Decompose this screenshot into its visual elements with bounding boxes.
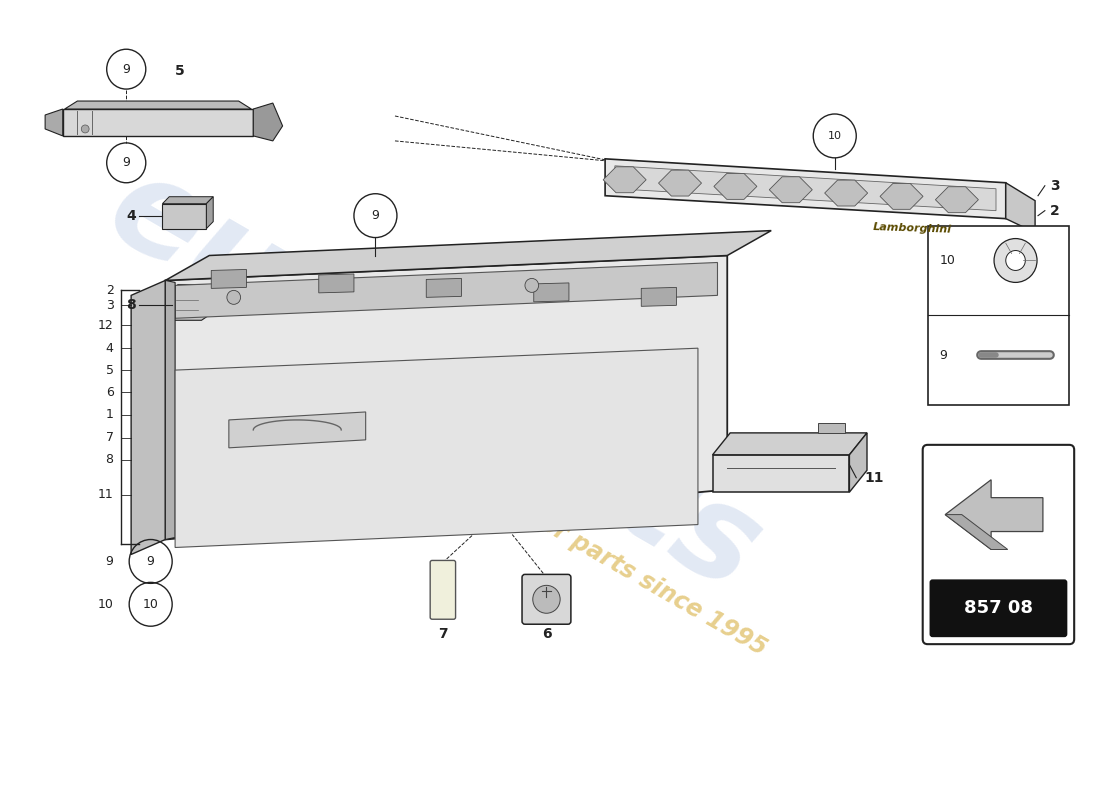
Text: 9: 9 xyxy=(939,349,947,362)
Polygon shape xyxy=(641,287,676,306)
Polygon shape xyxy=(131,281,165,554)
Polygon shape xyxy=(163,204,207,229)
Text: 9: 9 xyxy=(372,209,379,222)
Polygon shape xyxy=(713,455,849,492)
FancyBboxPatch shape xyxy=(927,226,1069,405)
Polygon shape xyxy=(935,186,978,213)
Polygon shape xyxy=(1005,182,1035,233)
Text: 3: 3 xyxy=(1049,178,1059,193)
Polygon shape xyxy=(211,270,246,288)
Polygon shape xyxy=(849,433,867,492)
Polygon shape xyxy=(534,283,569,302)
Polygon shape xyxy=(615,166,996,210)
Text: 7: 7 xyxy=(438,627,448,641)
Text: a passion for parts since 1995: a passion for parts since 1995 xyxy=(410,438,771,661)
Text: 4: 4 xyxy=(106,342,113,354)
Polygon shape xyxy=(173,282,216,320)
Polygon shape xyxy=(65,101,251,109)
Text: 12: 12 xyxy=(98,318,113,332)
Text: 7: 7 xyxy=(106,431,113,444)
Polygon shape xyxy=(880,183,923,210)
Text: 857 08: 857 08 xyxy=(964,599,1033,618)
Text: 11: 11 xyxy=(98,488,113,501)
Polygon shape xyxy=(945,514,1008,550)
Polygon shape xyxy=(175,262,717,318)
FancyBboxPatch shape xyxy=(930,579,1067,637)
Circle shape xyxy=(81,125,89,133)
Text: 10: 10 xyxy=(828,131,842,141)
Text: 6: 6 xyxy=(541,627,551,641)
FancyBboxPatch shape xyxy=(522,574,571,624)
Polygon shape xyxy=(825,180,868,206)
Polygon shape xyxy=(427,278,461,298)
Polygon shape xyxy=(165,255,727,539)
Polygon shape xyxy=(769,177,812,202)
Polygon shape xyxy=(229,412,365,448)
Text: 2: 2 xyxy=(1049,204,1059,218)
Text: europarts: europarts xyxy=(86,142,782,618)
Polygon shape xyxy=(713,433,867,455)
Text: 8: 8 xyxy=(126,298,136,312)
Polygon shape xyxy=(319,274,354,293)
Circle shape xyxy=(525,278,539,292)
Polygon shape xyxy=(253,103,283,141)
Text: 3: 3 xyxy=(106,299,113,312)
Polygon shape xyxy=(173,285,208,290)
Text: 5: 5 xyxy=(106,364,113,377)
Text: 1: 1 xyxy=(106,409,113,422)
Polygon shape xyxy=(45,109,63,136)
Polygon shape xyxy=(818,423,845,433)
Polygon shape xyxy=(605,159,1005,218)
FancyBboxPatch shape xyxy=(430,561,455,619)
Text: 5: 5 xyxy=(175,64,185,78)
Polygon shape xyxy=(175,348,697,547)
Text: 10: 10 xyxy=(143,598,158,610)
Text: 9: 9 xyxy=(122,62,130,76)
Polygon shape xyxy=(207,197,213,229)
Polygon shape xyxy=(163,197,213,204)
Circle shape xyxy=(532,586,560,614)
Circle shape xyxy=(227,290,241,304)
Circle shape xyxy=(994,238,1037,282)
Text: 9: 9 xyxy=(122,156,130,170)
Text: 6: 6 xyxy=(106,386,113,398)
Polygon shape xyxy=(659,170,702,196)
FancyBboxPatch shape xyxy=(923,445,1075,644)
Polygon shape xyxy=(945,480,1043,550)
Text: Lamborghini: Lamborghini xyxy=(872,222,952,235)
Text: 10: 10 xyxy=(939,254,955,267)
Text: 4: 4 xyxy=(126,209,136,222)
Text: 8: 8 xyxy=(106,454,113,466)
Text: 9: 9 xyxy=(106,555,113,568)
Text: 10: 10 xyxy=(98,598,113,610)
Polygon shape xyxy=(714,174,757,199)
Polygon shape xyxy=(603,167,646,193)
Polygon shape xyxy=(165,281,175,539)
Polygon shape xyxy=(63,109,253,136)
Polygon shape xyxy=(165,230,771,281)
Text: 2: 2 xyxy=(106,284,113,297)
Text: 11: 11 xyxy=(865,470,883,485)
Circle shape xyxy=(1005,250,1025,270)
Text: 9: 9 xyxy=(146,555,155,568)
